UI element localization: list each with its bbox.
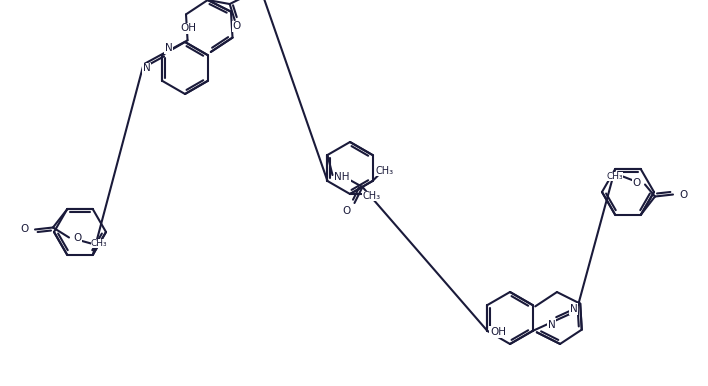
Text: OH: OH [490, 327, 506, 337]
Text: O: O [73, 234, 81, 244]
Text: N: N [548, 320, 555, 330]
Text: O: O [21, 225, 29, 234]
Text: O: O [343, 206, 350, 216]
Text: CH₃: CH₃ [91, 239, 108, 248]
Text: CH₃: CH₃ [363, 191, 381, 201]
Text: NH: NH [334, 172, 350, 182]
Text: O: O [232, 21, 241, 31]
Text: N: N [165, 43, 173, 53]
Text: O: O [633, 178, 641, 188]
Text: O: O [679, 190, 687, 200]
Text: N: N [570, 304, 578, 314]
Text: CH₃: CH₃ [375, 166, 394, 176]
Text: N: N [143, 63, 150, 73]
Text: OH: OH [180, 24, 196, 33]
Text: CH₃: CH₃ [606, 172, 623, 181]
